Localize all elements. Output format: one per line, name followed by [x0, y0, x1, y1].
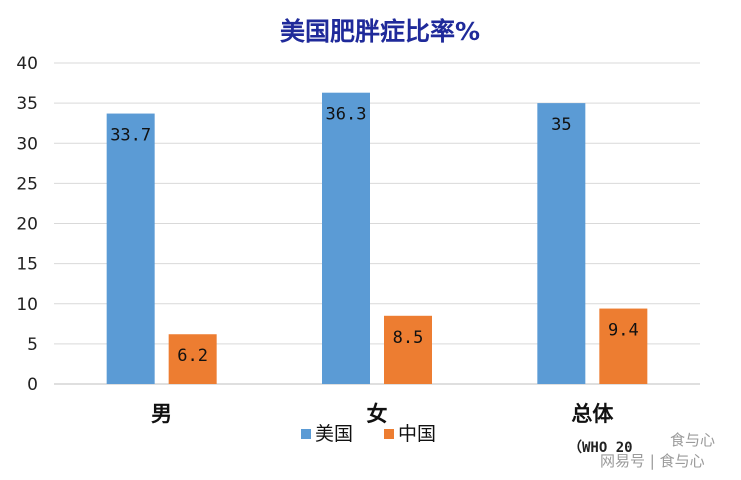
y-tick-label: 15	[16, 255, 38, 275]
bar-0-1	[322, 92, 370, 384]
bars	[106, 92, 648, 385]
y-tick-label: 0	[27, 375, 38, 395]
watermark: 食与心 网易号 | 食与心	[600, 431, 715, 470]
data-label: 33.7	[110, 126, 151, 146]
gridlines	[54, 62, 700, 385]
y-tick-label: 10	[16, 295, 38, 315]
data-label: 36.3	[326, 105, 367, 125]
legend-label: 美国	[315, 423, 353, 445]
data-labels: 33.7 6.2 36.3 8.5 35 9.4	[110, 105, 639, 367]
bar-1-1	[384, 315, 432, 384]
source-note: （WHO 20	[568, 440, 633, 456]
bar-1-2	[599, 308, 648, 384]
y-tick-label: 35	[16, 94, 38, 114]
data-label: 6.2	[177, 346, 208, 366]
legend-swatch	[384, 429, 394, 439]
y-tick-label: 25	[16, 174, 38, 194]
watermark-line1: 食与心	[670, 431, 715, 449]
legend: 美国 中国	[301, 423, 436, 445]
y-tick-label: 20	[16, 215, 38, 235]
y-tick-label: 5	[27, 335, 38, 355]
data-label: 9.4	[608, 321, 639, 341]
chart-title: 美国肥胖症比率%	[280, 17, 480, 46]
legend-label: 中国	[398, 423, 436, 445]
y-tick-label: 40	[16, 54, 38, 74]
y-tick-label: 30	[16, 134, 38, 154]
x-category-label: 男	[151, 402, 172, 426]
x-axis-category-labels: 男 女 总体	[151, 402, 614, 426]
x-category-label: 女	[367, 402, 388, 426]
data-label: 35	[551, 115, 571, 135]
legend-swatch	[301, 429, 311, 439]
bar-0-2	[537, 103, 586, 384]
bar-0-0	[106, 113, 155, 385]
data-label: 8.5	[393, 328, 424, 348]
bar-1-0	[168, 334, 217, 384]
y-axis-tick-labels: 0 5 10 15 20 25 30 35 40	[16, 54, 38, 395]
watermark-line2: 网易号 | 食与心	[600, 452, 705, 470]
x-category-label: 总体	[571, 402, 614, 426]
